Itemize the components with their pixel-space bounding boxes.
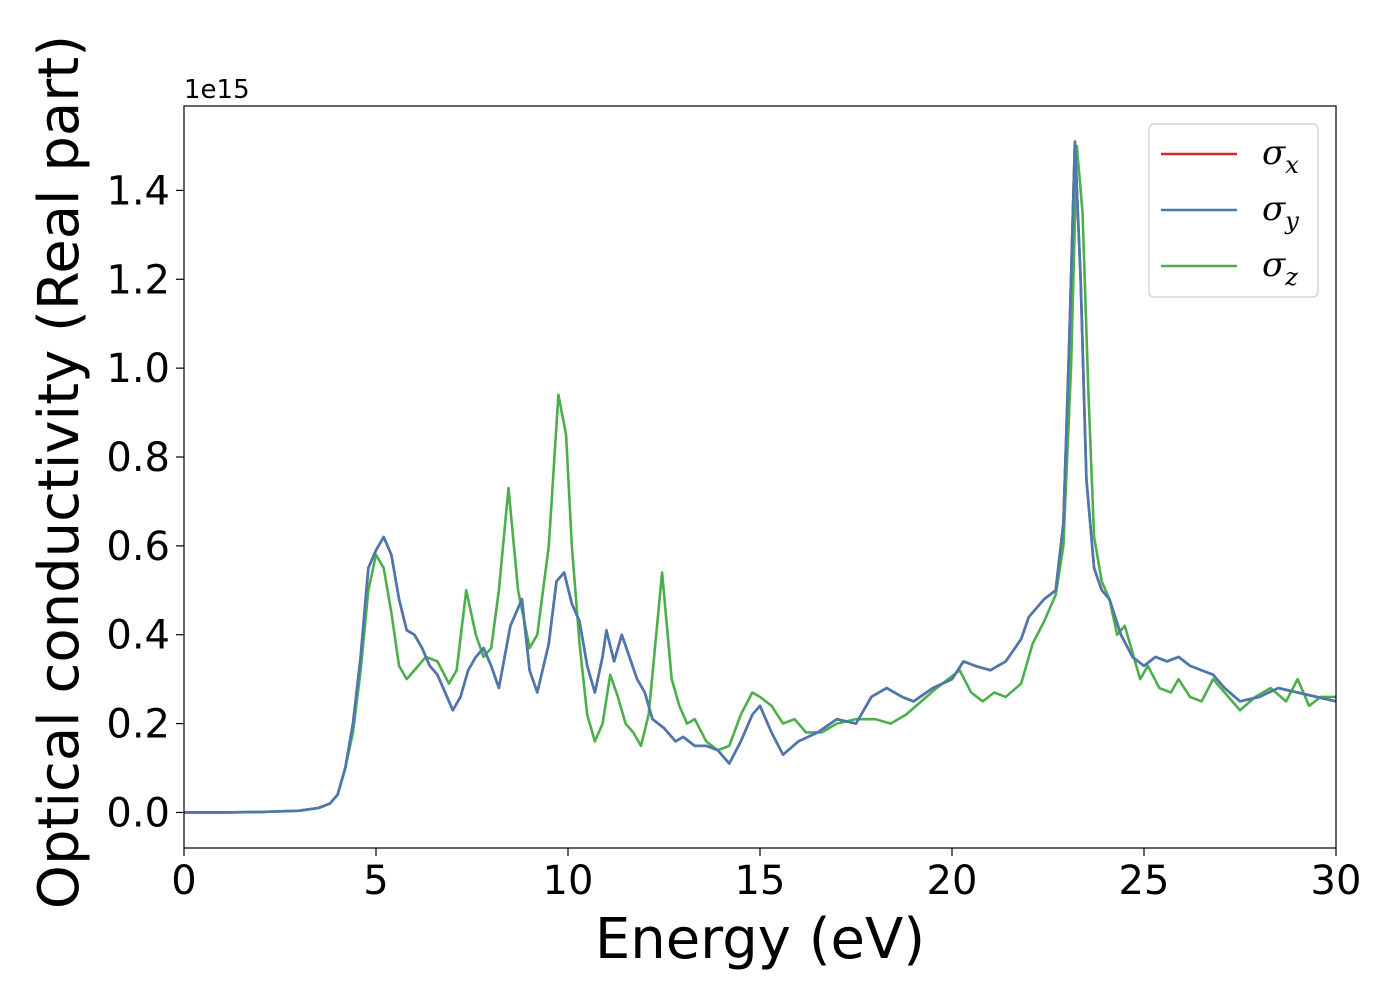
y-tick-label: 0.2 — [106, 702, 170, 748]
y-tick-label: 0.8 — [106, 435, 170, 481]
series-layer — [184, 140, 1336, 814]
x-axis-label: Energy (eV) — [595, 907, 925, 972]
x-tick-label: 20 — [927, 858, 978, 904]
y-tick-label: 1.0 — [106, 346, 170, 392]
x-axis: 0 5 10 15 20 25 30 — [171, 848, 1361, 904]
x-tick-label: 10 — [543, 858, 594, 904]
series-line-y — [184, 140, 1336, 814]
x-tick-label: 5 — [363, 858, 388, 904]
y-axis-label: Optical conductivity (Real part) — [27, 35, 92, 909]
y-tick-label: 1.2 — [106, 257, 170, 303]
y-offset-label: 1e15 — [184, 75, 250, 105]
x-tick-label: 25 — [1119, 858, 1170, 904]
y-tick-label: 0.0 — [106, 790, 170, 836]
x-tick-label: 15 — [735, 858, 786, 904]
x-tick-label: 0 — [171, 858, 196, 904]
y-tick-label: 0.4 — [106, 613, 170, 659]
y-tick-label: 1.4 — [106, 168, 170, 214]
legend: σx σy σz — [1148, 123, 1319, 298]
y-axis: 0.0 0.2 0.4 0.6 0.8 1.0 1.2 1.4 — [106, 168, 184, 836]
series-line-z — [184, 144, 1336, 814]
legend-label-x: σx — [1262, 133, 1299, 179]
y-tick-label: 0.6 — [106, 524, 170, 570]
legend-label-y: σy — [1262, 189, 1299, 235]
legend-label-z: σz — [1262, 245, 1298, 291]
x-tick-label: 30 — [1311, 858, 1362, 904]
